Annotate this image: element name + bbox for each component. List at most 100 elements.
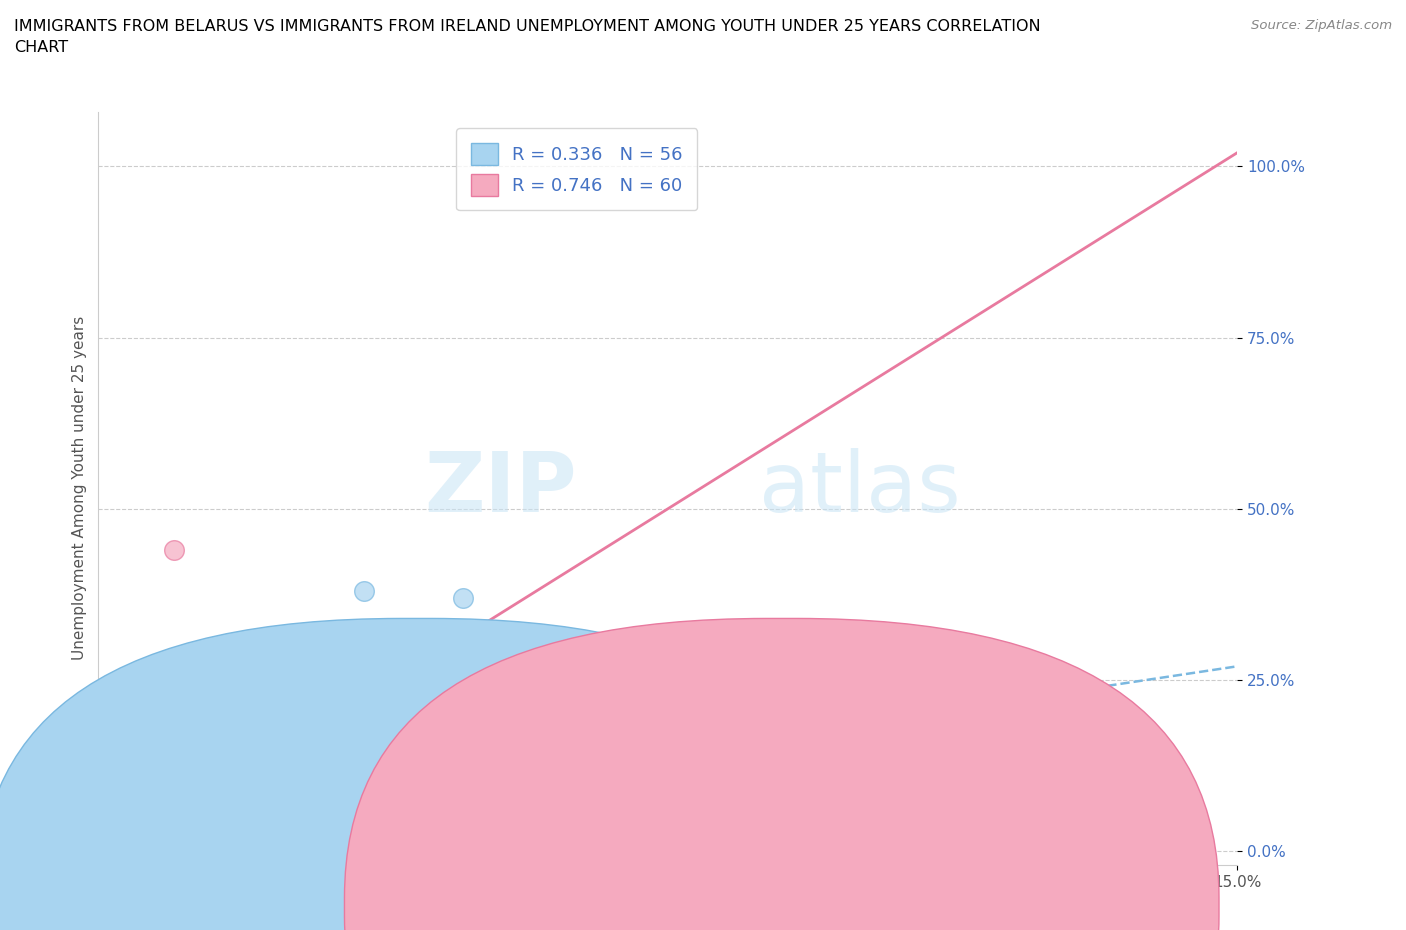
Point bbox=[163, 652, 186, 667]
Point bbox=[179, 803, 201, 817]
Point bbox=[239, 817, 262, 831]
Text: atlas: atlas bbox=[759, 447, 960, 529]
Point bbox=[695, 734, 717, 749]
Point bbox=[103, 823, 125, 838]
Point bbox=[125, 823, 148, 838]
Point bbox=[179, 830, 201, 845]
Text: ZIP: ZIP bbox=[425, 447, 576, 529]
Point bbox=[201, 796, 224, 811]
Point bbox=[232, 796, 254, 811]
Point bbox=[254, 809, 277, 824]
Point bbox=[406, 789, 429, 804]
Point bbox=[451, 591, 474, 605]
Point bbox=[277, 823, 299, 838]
Point bbox=[224, 809, 246, 824]
Point bbox=[163, 796, 186, 811]
Point bbox=[406, 755, 429, 770]
Point bbox=[657, 748, 679, 763]
Point bbox=[132, 817, 155, 831]
Point bbox=[148, 803, 170, 817]
Point bbox=[254, 817, 277, 831]
Point bbox=[277, 823, 299, 838]
Point bbox=[132, 796, 155, 811]
Point bbox=[170, 817, 193, 831]
Point bbox=[194, 809, 217, 824]
Point bbox=[429, 782, 451, 797]
Point bbox=[299, 776, 322, 790]
Point bbox=[148, 803, 170, 817]
Point bbox=[581, 741, 603, 756]
Point bbox=[125, 803, 148, 817]
Point bbox=[391, 768, 413, 783]
Point bbox=[224, 830, 246, 845]
Y-axis label: Unemployment Among Youth under 25 years: Unemployment Among Youth under 25 years bbox=[72, 316, 87, 660]
Point bbox=[201, 823, 224, 838]
Text: Immigrants from Ireland: Immigrants from Ireland bbox=[804, 899, 990, 914]
Point bbox=[292, 809, 315, 824]
Point bbox=[132, 796, 155, 811]
Point bbox=[375, 796, 398, 811]
Point bbox=[118, 817, 141, 831]
Point bbox=[262, 796, 284, 811]
Point bbox=[353, 583, 375, 598]
Point bbox=[141, 809, 163, 824]
Point bbox=[163, 542, 186, 557]
Point bbox=[110, 796, 132, 811]
Point bbox=[194, 809, 217, 824]
Point bbox=[451, 762, 474, 777]
Text: Source: ZipAtlas.com: Source: ZipAtlas.com bbox=[1251, 19, 1392, 32]
Point bbox=[148, 782, 170, 797]
Point bbox=[695, 727, 717, 742]
Point bbox=[94, 809, 117, 824]
Point bbox=[467, 776, 489, 790]
Point bbox=[103, 803, 125, 817]
Point bbox=[429, 803, 451, 817]
Point bbox=[315, 803, 337, 817]
Point bbox=[208, 803, 231, 817]
Point bbox=[391, 748, 413, 763]
Point bbox=[315, 776, 337, 790]
Legend: R = 0.336   N = 56, R = 0.746   N = 60: R = 0.336 N = 56, R = 0.746 N = 60 bbox=[457, 128, 697, 210]
Point bbox=[232, 796, 254, 811]
Point bbox=[543, 755, 565, 770]
Point bbox=[337, 809, 360, 824]
Point bbox=[118, 809, 141, 824]
Point bbox=[315, 782, 337, 797]
Point bbox=[110, 789, 132, 804]
Point bbox=[179, 803, 201, 817]
Point bbox=[262, 803, 284, 817]
Point bbox=[543, 755, 565, 770]
Point bbox=[103, 823, 125, 838]
Point bbox=[239, 817, 262, 831]
Point bbox=[186, 789, 208, 804]
Point bbox=[103, 796, 125, 811]
Point bbox=[246, 789, 269, 804]
Point bbox=[619, 727, 641, 742]
Point bbox=[505, 762, 527, 777]
Point bbox=[110, 803, 132, 817]
Point bbox=[239, 803, 262, 817]
Point bbox=[170, 809, 193, 824]
Point bbox=[208, 817, 231, 831]
Point bbox=[110, 817, 132, 831]
Point bbox=[467, 748, 489, 763]
Point bbox=[733, 707, 755, 722]
Point bbox=[201, 823, 224, 838]
Point bbox=[581, 768, 603, 783]
Point bbox=[94, 817, 117, 831]
Point bbox=[733, 727, 755, 742]
Point bbox=[118, 789, 141, 804]
Point bbox=[132, 817, 155, 831]
Point bbox=[156, 817, 179, 831]
Point bbox=[224, 830, 246, 845]
Point bbox=[277, 809, 299, 824]
Point bbox=[246, 789, 269, 804]
Point bbox=[186, 789, 208, 804]
Point bbox=[94, 830, 117, 845]
Point bbox=[118, 789, 141, 804]
Point bbox=[292, 796, 315, 811]
Text: IMMIGRANTS FROM BELARUS VS IMMIGRANTS FROM IRELAND UNEMPLOYMENT AMONG YOUTH UNDE: IMMIGRANTS FROM BELARUS VS IMMIGRANTS FR… bbox=[14, 19, 1040, 55]
Point bbox=[299, 789, 322, 804]
Point bbox=[770, 707, 793, 722]
Point bbox=[375, 796, 398, 811]
